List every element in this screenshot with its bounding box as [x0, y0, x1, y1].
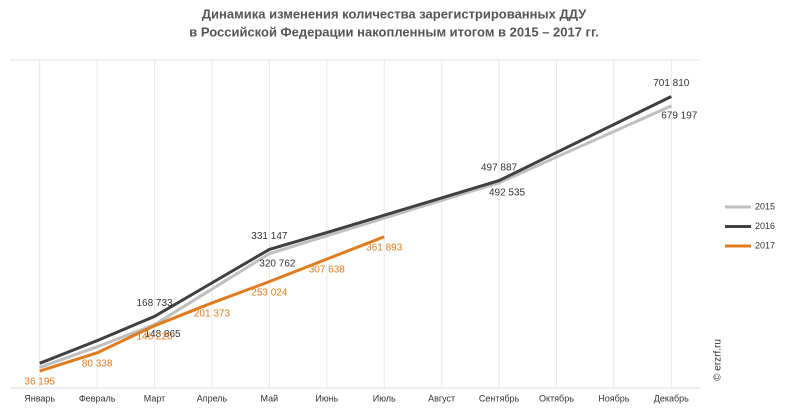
series-line: [39, 104, 672, 369]
x-tick-label: Октябрь: [539, 393, 574, 403]
x-tick-label: Июнь: [315, 393, 338, 403]
data-label: 168 733: [136, 298, 173, 309]
chart-title: в Российской Федерации накопленным итого…: [189, 24, 598, 39]
data-label: 146 220: [136, 331, 173, 342]
data-label: 148 865: [144, 329, 181, 340]
data-label: 679 197: [661, 110, 698, 121]
x-tick-label: Февраль: [79, 393, 116, 403]
data-label: 492 535: [489, 187, 526, 198]
x-tick-label: Июль: [373, 393, 396, 403]
data-label: 361 893: [366, 242, 403, 253]
x-tick-label: Август: [428, 393, 455, 403]
data-label: 701 810: [653, 78, 690, 89]
data-label: 307 638: [309, 265, 346, 276]
x-tick-label: Январь: [24, 393, 55, 403]
data-label: 201 373: [194, 309, 231, 320]
x-tick-label: Сентябрь: [479, 393, 520, 403]
series-line: [39, 95, 672, 365]
data-label: 497 887: [481, 162, 518, 173]
data-label: 36 195: [24, 377, 55, 388]
x-tick-label: Ноябрь: [598, 393, 630, 403]
x-tick-label: Апрель: [197, 393, 228, 403]
x-tick-label: Май: [261, 393, 279, 403]
x-tick-label: Декабрь: [654, 393, 689, 403]
legend-label: 2015: [755, 201, 775, 211]
legend-label: 2016: [755, 221, 775, 231]
data-label: 320 762: [259, 258, 296, 269]
x-tick-label: Март: [144, 393, 166, 403]
chart-title: Динамика изменения количества зарегистри…: [202, 6, 587, 21]
data-label: 253 024: [251, 287, 288, 298]
series-line: [39, 235, 385, 373]
watermark: © erzrf.ru: [713, 339, 724, 381]
data-label: 331 147: [251, 231, 288, 242]
data-label: 80 338: [82, 359, 113, 370]
legend-label: 2017: [755, 240, 775, 250]
